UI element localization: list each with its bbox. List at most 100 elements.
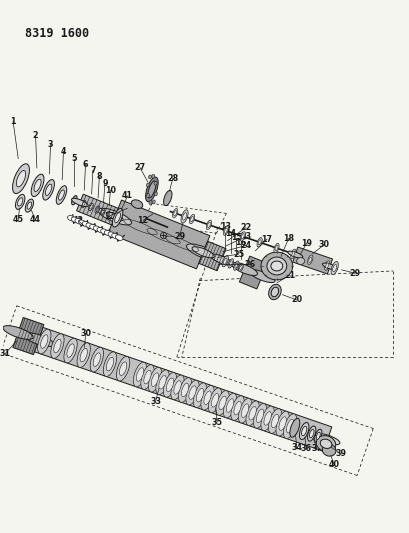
Ellipse shape xyxy=(104,230,112,236)
Ellipse shape xyxy=(141,365,154,390)
Text: 37: 37 xyxy=(310,444,321,453)
Ellipse shape xyxy=(146,193,149,197)
Text: 8: 8 xyxy=(96,172,102,181)
Ellipse shape xyxy=(229,261,232,266)
Text: 39: 39 xyxy=(335,449,346,458)
Text: 19: 19 xyxy=(300,239,311,248)
Ellipse shape xyxy=(152,200,155,204)
Ellipse shape xyxy=(16,171,26,187)
Ellipse shape xyxy=(206,220,211,230)
Ellipse shape xyxy=(45,184,52,196)
Text: 12: 12 xyxy=(137,216,148,225)
Text: 13: 13 xyxy=(219,222,230,231)
Text: 25: 25 xyxy=(232,249,244,259)
Ellipse shape xyxy=(270,261,282,271)
Ellipse shape xyxy=(173,381,181,394)
Text: 17: 17 xyxy=(261,235,272,244)
Ellipse shape xyxy=(13,164,29,193)
Ellipse shape xyxy=(203,391,211,405)
Ellipse shape xyxy=(145,177,158,201)
Ellipse shape xyxy=(270,287,278,297)
Ellipse shape xyxy=(240,232,245,241)
Text: 3: 3 xyxy=(48,140,53,149)
Ellipse shape xyxy=(296,257,304,264)
Ellipse shape xyxy=(101,229,108,235)
Ellipse shape xyxy=(289,418,299,437)
Ellipse shape xyxy=(319,439,331,448)
Ellipse shape xyxy=(31,174,44,197)
Ellipse shape xyxy=(332,264,336,272)
Ellipse shape xyxy=(90,348,103,372)
Ellipse shape xyxy=(325,263,328,268)
Ellipse shape xyxy=(103,352,116,376)
Ellipse shape xyxy=(64,338,77,363)
Ellipse shape xyxy=(278,417,285,430)
Ellipse shape xyxy=(146,183,149,187)
Ellipse shape xyxy=(90,224,97,230)
Text: 2: 2 xyxy=(33,131,38,140)
Ellipse shape xyxy=(43,180,54,200)
Ellipse shape xyxy=(181,383,188,397)
Polygon shape xyxy=(198,241,225,271)
Text: 29: 29 xyxy=(173,232,185,241)
Ellipse shape xyxy=(72,198,88,207)
Ellipse shape xyxy=(268,284,281,300)
Text: 15: 15 xyxy=(230,233,241,243)
Ellipse shape xyxy=(58,190,64,200)
Ellipse shape xyxy=(54,340,61,353)
Ellipse shape xyxy=(72,196,77,205)
Ellipse shape xyxy=(216,391,229,415)
Ellipse shape xyxy=(266,257,286,275)
Text: 45: 45 xyxy=(13,215,24,224)
Ellipse shape xyxy=(182,213,186,220)
Text: 20: 20 xyxy=(290,295,301,304)
Text: 4: 4 xyxy=(61,147,66,156)
Ellipse shape xyxy=(3,326,33,340)
Ellipse shape xyxy=(196,389,203,402)
Text: 5: 5 xyxy=(72,154,77,163)
Ellipse shape xyxy=(223,393,236,418)
Ellipse shape xyxy=(25,199,34,212)
Ellipse shape xyxy=(230,396,244,421)
Text: 42: 42 xyxy=(73,216,84,225)
Ellipse shape xyxy=(38,329,51,354)
Ellipse shape xyxy=(67,215,75,221)
Ellipse shape xyxy=(245,401,258,425)
Ellipse shape xyxy=(226,399,233,413)
Ellipse shape xyxy=(249,270,274,282)
Ellipse shape xyxy=(273,244,279,253)
Ellipse shape xyxy=(271,414,278,428)
Ellipse shape xyxy=(223,258,227,264)
Text: 27: 27 xyxy=(134,163,145,172)
Ellipse shape xyxy=(82,202,85,206)
Text: 23: 23 xyxy=(240,232,251,241)
Ellipse shape xyxy=(96,207,99,212)
Ellipse shape xyxy=(75,219,82,224)
Text: 9: 9 xyxy=(102,180,108,189)
Ellipse shape xyxy=(171,375,184,400)
Ellipse shape xyxy=(115,235,123,240)
Text: 29: 29 xyxy=(348,269,359,278)
Text: 1: 1 xyxy=(10,117,16,126)
Ellipse shape xyxy=(86,223,93,229)
Text: 30: 30 xyxy=(318,240,329,249)
Ellipse shape xyxy=(286,419,293,433)
Ellipse shape xyxy=(133,362,146,387)
Ellipse shape xyxy=(287,251,302,258)
Text: 14: 14 xyxy=(225,229,236,238)
Text: 34: 34 xyxy=(290,443,301,452)
Ellipse shape xyxy=(241,234,244,239)
Ellipse shape xyxy=(148,367,161,392)
Polygon shape xyxy=(292,247,332,274)
Ellipse shape xyxy=(260,406,274,431)
Ellipse shape xyxy=(301,426,306,435)
Ellipse shape xyxy=(283,414,296,439)
Ellipse shape xyxy=(321,444,335,456)
Text: 41: 41 xyxy=(122,191,133,200)
Ellipse shape xyxy=(330,262,337,274)
Ellipse shape xyxy=(148,181,155,198)
Ellipse shape xyxy=(95,206,99,213)
Ellipse shape xyxy=(40,335,48,348)
Ellipse shape xyxy=(112,233,119,239)
Polygon shape xyxy=(34,327,331,451)
